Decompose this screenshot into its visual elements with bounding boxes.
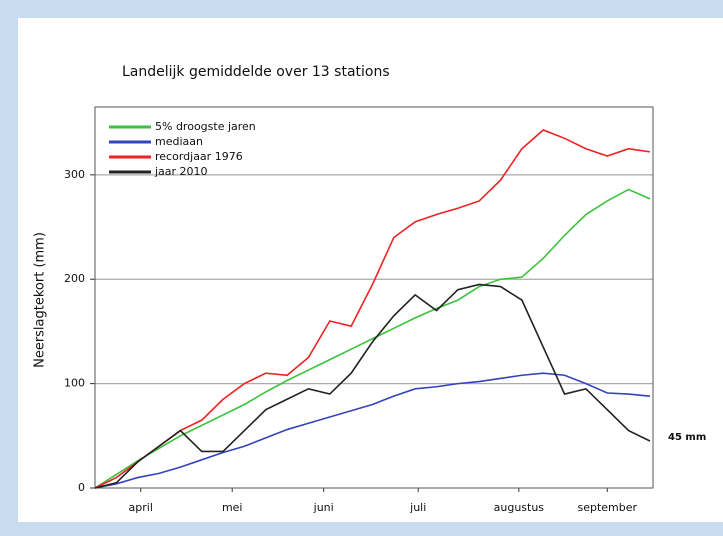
legend-label: mediaan	[155, 135, 203, 148]
plot-frame	[94, 106, 654, 489]
x-tick-label: augustus	[494, 501, 545, 514]
legend-label: jaar 2010	[154, 165, 208, 178]
series-line	[94, 372, 651, 489]
panel	[18, 18, 723, 522]
series-line	[94, 129, 651, 489]
y-tick-label: 200	[64, 272, 85, 285]
x-tick-label: april	[129, 501, 153, 514]
y-axis-label: Neerslagtekort (mm)	[33, 232, 48, 368]
x-tick-label: september	[577, 501, 637, 514]
legend-label: recordjaar 1976	[155, 150, 243, 163]
series-line	[94, 283, 651, 489]
series-line	[94, 188, 651, 489]
y-tick-label: 0	[78, 481, 85, 494]
x-tick-label: mei	[222, 501, 243, 514]
chart-title: Landelijk gemiddelde over 13 stations	[122, 64, 390, 80]
x-tick-label: juli	[409, 501, 426, 514]
annotation: 45 mm	[668, 432, 706, 443]
y-tick-label: 100	[64, 377, 85, 390]
legend-label: 5% droogste jaren	[155, 120, 256, 133]
y-tick-label: 300	[64, 168, 85, 181]
x-tick-label: juni	[313, 501, 334, 514]
